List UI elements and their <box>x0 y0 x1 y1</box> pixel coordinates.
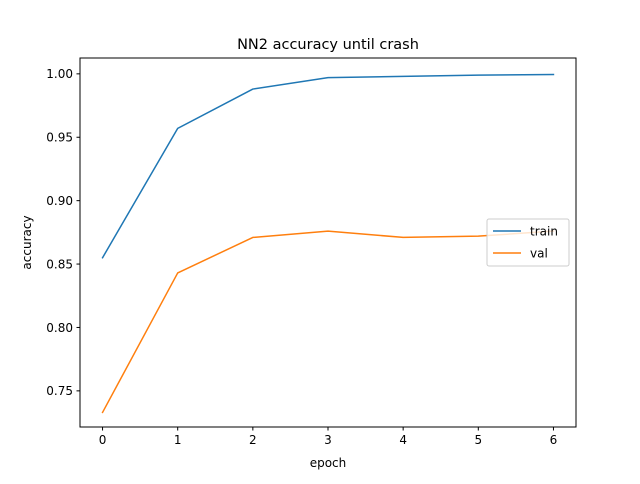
y-tick-label: 0.90 <box>46 194 73 208</box>
y-tick-label: 1.00 <box>46 67 73 81</box>
x-tick-label: 3 <box>324 433 332 447</box>
legend: train val <box>486 218 570 267</box>
x-tick-label: 6 <box>550 433 558 447</box>
y-axis: 0.75 0.80 0.85 0.90 0.95 1.00 <box>46 67 80 398</box>
x-tick-label: 1 <box>174 433 182 447</box>
y-axis-title: accuracy <box>20 215 34 269</box>
y-tick-label: 0.75 <box>46 384 73 398</box>
series-line-val <box>101 230 555 414</box>
y-tick-label: 0.95 <box>46 131 73 145</box>
x-tick-label: 2 <box>249 433 257 447</box>
legend-label-val: val <box>530 246 548 260</box>
x-axis-title: epoch <box>310 456 347 470</box>
series-line-train <box>101 73 555 259</box>
x-tick-label: 0 <box>99 433 107 447</box>
y-tick-label: 0.80 <box>46 321 73 335</box>
y-tick-label: 0.85 <box>46 257 73 271</box>
x-tick-label: 5 <box>474 433 482 447</box>
series-layer <box>101 73 555 414</box>
chart-title: NN2 accuracy until crash <box>237 37 419 53</box>
x-tick-label: 4 <box>399 433 407 447</box>
legend-label-train: train <box>530 224 558 238</box>
x-axis: 0 1 2 3 4 5 6 <box>99 427 558 447</box>
